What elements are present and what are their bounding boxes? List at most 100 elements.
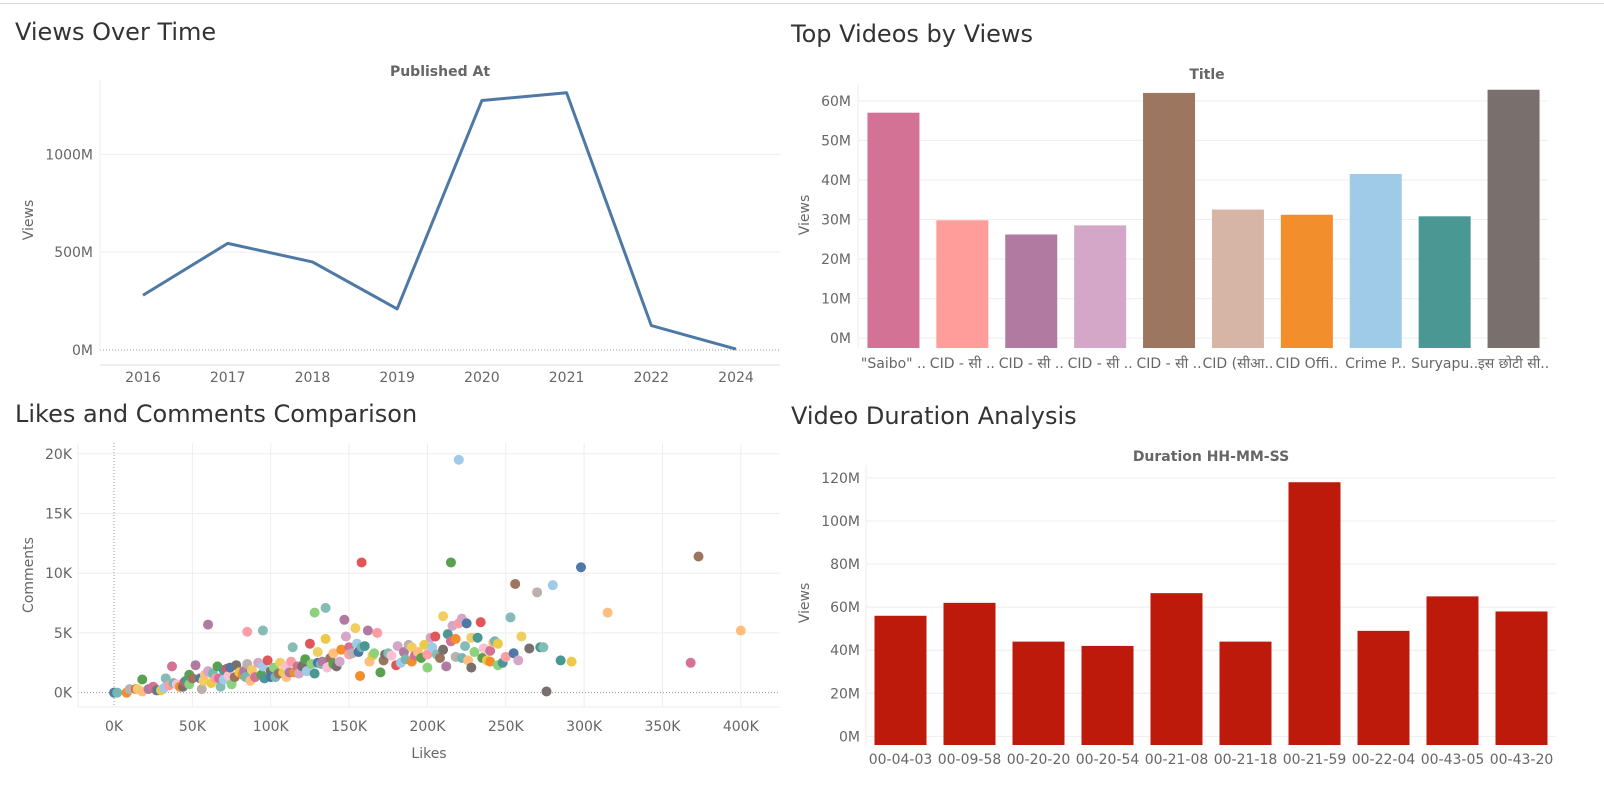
x-tick-label: 200K <box>409 719 446 735</box>
x-tick-label: 00-22-04 <box>1352 752 1416 768</box>
y-tick-label: 15K <box>45 506 73 522</box>
bar <box>943 602 996 745</box>
y-axis-label: Views <box>21 200 37 241</box>
chart-title: Duration HH-MM-SS <box>1133 449 1289 465</box>
scatter-point <box>336 644 347 655</box>
x-tick-label: "Saibo" .. <box>861 356 926 372</box>
chart-title: Published At <box>390 64 490 80</box>
scatter-point <box>301 666 312 677</box>
x-tick-label: CID Offi.. <box>1276 356 1339 372</box>
x-tick-label: 00-21-18 <box>1214 752 1278 768</box>
bar <box>1357 630 1410 745</box>
x-tick-label: 2020 <box>464 370 500 386</box>
bar <box>1005 234 1058 348</box>
x-tick-label: 250K <box>488 719 525 735</box>
x-tick-label: 2019 <box>379 370 415 386</box>
x-tick-label: 2017 <box>210 370 246 386</box>
scatter-point <box>375 667 386 678</box>
scatter-point <box>190 660 201 671</box>
scatter-point <box>309 668 320 679</box>
scatter-point <box>312 647 323 658</box>
scatter-point <box>362 625 373 636</box>
scatter-point <box>386 650 397 661</box>
x-tick-label: CID (सीआ.. <box>1202 355 1273 372</box>
scatter-point <box>438 611 449 622</box>
y-tick-label: 120M <box>821 471 860 487</box>
scatter-point <box>575 562 586 573</box>
y-tick-label: 500M <box>54 245 93 261</box>
x-tick-label: 150K <box>331 719 368 735</box>
y-tick-label: 60M <box>830 600 860 616</box>
scatter-point <box>450 633 461 644</box>
x-tick-label: 00-04-03 <box>869 752 933 768</box>
scatter-point <box>516 631 527 642</box>
y-tick-label: 0M <box>839 729 860 745</box>
scatter-point <box>419 639 430 650</box>
x-tick-label: 300K <box>566 719 603 735</box>
y-tick-label: 20M <box>830 686 860 702</box>
panel-title-views-over-time: Views Over Time <box>15 18 217 46</box>
scatter-point <box>392 641 403 652</box>
scatter-point <box>513 655 524 666</box>
y-axis-label: Views <box>797 195 813 236</box>
scatter-point <box>460 641 471 652</box>
scatter-point <box>339 614 350 625</box>
x-tick-label: 00-09-58 <box>938 752 1002 768</box>
scatter-point <box>485 645 496 656</box>
scatter-point <box>203 619 214 630</box>
x-axis-label: Likes <box>411 746 446 762</box>
scatter-point <box>541 686 552 697</box>
scatter-point <box>434 653 445 664</box>
scatter-point <box>320 602 331 613</box>
scatter-point <box>112 687 123 698</box>
scatter-point <box>422 649 433 660</box>
x-tick-label: CID - सी .. <box>930 355 995 372</box>
scatter-point <box>735 625 746 636</box>
bar <box>1143 92 1196 348</box>
scatter-point <box>547 580 558 591</box>
scatter-point <box>508 648 519 659</box>
chart-title: Title <box>1189 67 1224 83</box>
bar <box>1288 482 1341 745</box>
scatter-point <box>242 626 253 637</box>
scatter-point <box>422 662 433 673</box>
bar <box>1150 593 1203 745</box>
scatter-point <box>475 617 486 628</box>
x-tick-label: 2018 <box>295 370 331 386</box>
bar <box>936 220 989 348</box>
scatter-point <box>453 454 464 465</box>
y-tick-label: 10M <box>821 292 851 308</box>
scatter-point <box>441 661 452 672</box>
y-tick-label: 50M <box>821 133 851 149</box>
scatter-point <box>309 607 320 618</box>
scatter-point <box>334 656 345 667</box>
y-tick-label: 20M <box>821 252 851 268</box>
scatter-point <box>355 670 366 681</box>
scatter-point <box>693 551 704 562</box>
scatter-point <box>187 673 198 684</box>
y-tick-label: 0M <box>830 331 851 347</box>
x-tick-label: 350K <box>645 719 682 735</box>
bar <box>1012 641 1065 745</box>
x-tick-label: CID - सी .. <box>999 355 1064 372</box>
scatter-point <box>505 612 516 623</box>
scatter-point <box>532 587 543 598</box>
bar <box>867 112 920 349</box>
y-tick-label: 40M <box>830 643 860 659</box>
scatter-point <box>461 618 472 629</box>
x-tick-label: 00-21-59 <box>1283 752 1347 768</box>
bar <box>1426 596 1479 745</box>
x-tick-label: 00-43-05 <box>1421 752 1485 768</box>
bar <box>1074 225 1127 348</box>
y-tick-label: 20K <box>45 447 73 463</box>
scatter-point <box>524 643 535 654</box>
y-axis-label: Views <box>797 583 813 624</box>
y-tick-label: 60M <box>821 94 851 110</box>
top-divider <box>0 0 1604 4</box>
scatter-point <box>492 638 503 649</box>
scatter-point <box>262 655 273 666</box>
x-tick-label: 00-43-20 <box>1490 752 1554 768</box>
